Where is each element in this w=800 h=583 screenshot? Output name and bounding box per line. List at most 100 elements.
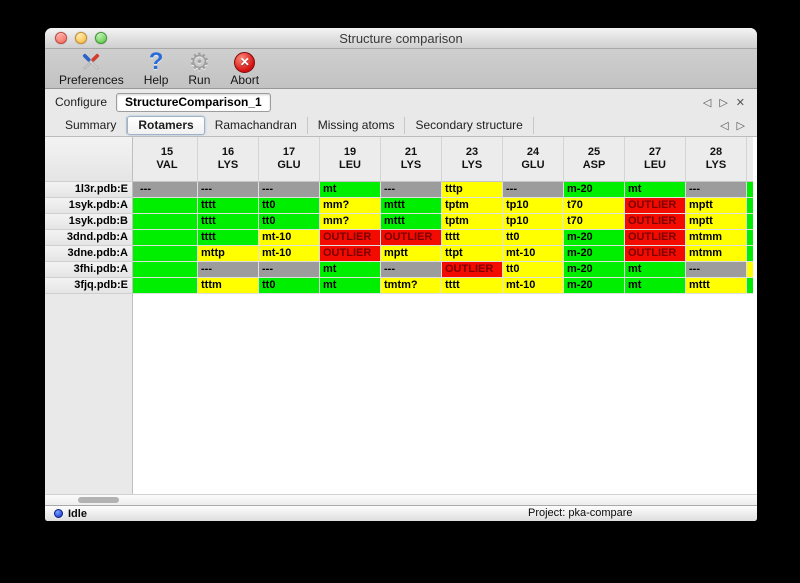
table-cell[interactable]: tttt bbox=[198, 230, 259, 246]
table-cell[interactable]: tt0 bbox=[259, 198, 320, 214]
column-header[interactable]: 15 VAL bbox=[137, 137, 198, 182]
table-cell[interactable]: mt bbox=[320, 182, 381, 198]
column-header[interactable]: 24 GLU bbox=[503, 137, 564, 182]
table-cell[interactable]: mtmm bbox=[686, 246, 747, 262]
nav-back-icon[interactable]: ◁ bbox=[702, 96, 712, 109]
table-cell[interactable]: OUTLIER bbox=[320, 230, 381, 246]
table-cell[interactable]: --- bbox=[137, 182, 198, 198]
table-cell[interactable] bbox=[137, 278, 198, 294]
table-cell[interactable]: mt bbox=[320, 262, 381, 278]
tab-forward-icon[interactable]: ▷ bbox=[736, 120, 745, 132]
row-header[interactable]: 1syk.pdb:B bbox=[45, 214, 133, 230]
table-cell[interactable]: mttt bbox=[381, 214, 442, 230]
table-cell[interactable]: OUTLIER bbox=[442, 262, 503, 278]
column-header[interactable]: 19 LEU bbox=[320, 137, 381, 182]
row-header[interactable]: 3dnd.pdb:A bbox=[45, 230, 133, 246]
table-cell[interactable]: tp10 bbox=[503, 214, 564, 230]
table-cell[interactable] bbox=[137, 230, 198, 246]
table-cell[interactable]: OUTLIER bbox=[625, 230, 686, 246]
column-header[interactable]: 28 LYS bbox=[686, 137, 747, 182]
table-cell[interactable]: OUTLIER bbox=[320, 246, 381, 262]
preferences-button[interactable]: Preferences bbox=[59, 50, 124, 87]
table-cell[interactable] bbox=[137, 198, 198, 214]
tab-secondary-structure[interactable]: Secondary structure bbox=[405, 117, 534, 134]
tab-rotamers[interactable]: Rotamers bbox=[127, 116, 205, 135]
table-cell[interactable]: tttt bbox=[442, 278, 503, 294]
table-cell[interactable]: mm? bbox=[320, 214, 381, 230]
table-cell[interactable] bbox=[137, 262, 198, 278]
row-header[interactable]: 3dne.pdb:A bbox=[45, 246, 133, 262]
table-cell[interactable]: --- bbox=[259, 182, 320, 198]
table-cell[interactable]: m-20 bbox=[564, 182, 625, 198]
table-cell[interactable]: mt bbox=[625, 262, 686, 278]
table-cell[interactable]: m-20 bbox=[564, 230, 625, 246]
table-cell[interactable]: t70 bbox=[564, 214, 625, 230]
table-cell[interactable]: mt-10 bbox=[503, 278, 564, 294]
abort-button[interactable]: ✕ Abort bbox=[230, 50, 259, 87]
table-cell[interactable]: mptt bbox=[686, 214, 747, 230]
table-cell[interactable]: mt-10 bbox=[503, 246, 564, 262]
table-cell[interactable]: ttpt bbox=[442, 246, 503, 262]
table-cell[interactable] bbox=[137, 246, 198, 262]
help-button[interactable]: ? Help bbox=[144, 50, 169, 87]
table-cell[interactable]: --- bbox=[259, 262, 320, 278]
table-cell[interactable]: tt0 bbox=[503, 262, 564, 278]
tab-back-icon[interactable]: ◁ bbox=[720, 120, 729, 132]
configure-input[interactable]: StructureComparison_1 bbox=[116, 92, 271, 112]
minimize-window-button[interactable] bbox=[75, 32, 87, 44]
table-cell[interactable]: m-20 bbox=[564, 262, 625, 278]
table-cell[interactable]: tttm bbox=[198, 278, 259, 294]
table-cell[interactable]: tt0 bbox=[259, 278, 320, 294]
table-cell[interactable]: mttp bbox=[198, 246, 259, 262]
table-cell[interactable]: --- bbox=[686, 182, 747, 198]
table-cell[interactable]: tttp bbox=[442, 182, 503, 198]
table-cell[interactable]: tmtm? bbox=[381, 278, 442, 294]
column-header[interactable]: 25 ASP bbox=[564, 137, 625, 182]
table-cell[interactable]: tttt bbox=[442, 230, 503, 246]
tab-summary[interactable]: Summary bbox=[55, 117, 128, 134]
table-cell[interactable]: OUTLIER bbox=[625, 198, 686, 214]
table-cell[interactable]: mt bbox=[320, 278, 381, 294]
table-cell[interactable]: --- bbox=[381, 262, 442, 278]
table-cell[interactable]: --- bbox=[381, 182, 442, 198]
table-cell[interactable]: OUTLIER bbox=[625, 246, 686, 262]
table-cell[interactable]: tttt bbox=[198, 214, 259, 230]
table-cell[interactable]: m-20 bbox=[564, 246, 625, 262]
table-cell[interactable]: mptt bbox=[686, 198, 747, 214]
table-cell[interactable]: tptm bbox=[442, 198, 503, 214]
table-cell[interactable]: mm? bbox=[320, 198, 381, 214]
row-header[interactable]: 1syk.pdb:A bbox=[45, 198, 133, 214]
table-cell[interactable]: tp10 bbox=[503, 198, 564, 214]
table-cell[interactable]: mptt bbox=[381, 246, 442, 262]
close-window-button[interactable] bbox=[55, 32, 67, 44]
panel-close-icon[interactable]: ✕ bbox=[735, 96, 745, 109]
tab-ramachandran[interactable]: Ramachandran bbox=[205, 117, 308, 134]
row-header[interactable]: 3fjq.pdb:E bbox=[45, 278, 133, 294]
table-cell[interactable]: tttt bbox=[198, 198, 259, 214]
table-cell[interactable]: tt0 bbox=[503, 230, 564, 246]
tab-missing-atoms[interactable]: Missing atoms bbox=[308, 117, 406, 134]
column-header[interactable]: 16 LYS bbox=[198, 137, 259, 182]
table-cell[interactable] bbox=[137, 214, 198, 230]
zoom-window-button[interactable] bbox=[95, 32, 107, 44]
table-cell[interactable]: OUTLIER bbox=[381, 230, 442, 246]
table-cell[interactable]: mt-10 bbox=[259, 230, 320, 246]
table-cell[interactable]: mt-10 bbox=[259, 246, 320, 262]
table-cell[interactable]: --- bbox=[198, 182, 259, 198]
table-cell[interactable]: tt0 bbox=[259, 214, 320, 230]
title-bar[interactable]: Structure comparison bbox=[45, 28, 757, 49]
column-header[interactable]: 21 LYS bbox=[381, 137, 442, 182]
scrollbar-thumb[interactable] bbox=[78, 497, 119, 503]
table-cell[interactable]: mt bbox=[625, 182, 686, 198]
table-cell[interactable]: --- bbox=[686, 262, 747, 278]
run-button[interactable]: ⚙ Run bbox=[188, 50, 210, 87]
table-cell[interactable]: tptm bbox=[442, 214, 503, 230]
table-cell[interactable]: t70 bbox=[564, 198, 625, 214]
nav-forward-icon[interactable]: ▷ bbox=[719, 96, 728, 109]
table-cell[interactable]: OUTLIER bbox=[625, 214, 686, 230]
row-header[interactable]: 3fhi.pdb:A bbox=[45, 262, 133, 278]
table-cell[interactable]: mttt bbox=[381, 198, 442, 214]
table-cell[interactable]: mt bbox=[625, 278, 686, 294]
table-cell[interactable]: mttt bbox=[686, 278, 747, 294]
table-cell[interactable]: --- bbox=[198, 262, 259, 278]
